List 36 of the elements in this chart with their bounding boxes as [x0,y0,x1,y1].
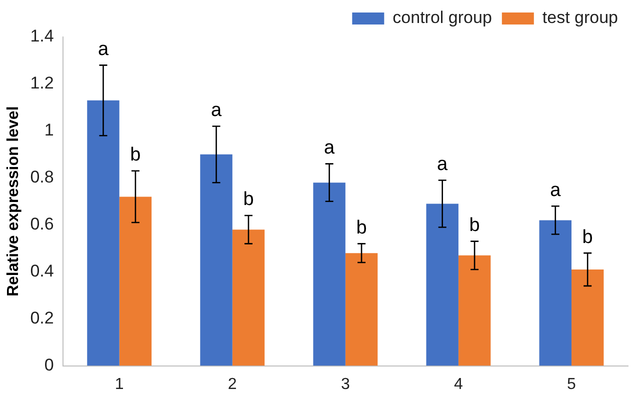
y-tick-label: 0.4 [30,262,54,281]
x-tick-label: 4 [454,376,463,393]
y-tick-label: 0.6 [30,214,54,234]
y-axis-title: Relative expression level [5,106,22,297]
annotation: b [356,217,367,238]
x-tick-label: 2 [228,376,237,393]
legend-label: control group [392,8,492,28]
bar [571,270,604,366]
bar [313,182,346,366]
x-tick-label: 1 [114,376,124,393]
x-tick-label: 3 [340,376,350,393]
y-tick-label: 1.4 [30,26,54,46]
y-tick-label: 1.2 [30,74,54,93]
annotation: a [98,38,109,60]
annotation: a [324,138,336,159]
annotation: a [437,154,448,175]
bar [119,196,152,366]
annotation: b [130,144,141,166]
y-tick-label: 0 [44,355,54,374]
y-tick-label: 0.2 [30,308,54,328]
annotation: b [582,226,593,248]
annotation: a [550,180,562,201]
bar [426,204,458,366]
y-tick-label: 1 [44,120,54,140]
annotation: b [469,215,480,236]
annotation: a [210,100,222,121]
bar [87,100,120,366]
bar [232,230,265,366]
x-tick-label: 5 [567,376,576,393]
bar [200,154,232,366]
annotation: b [243,189,254,210]
bar [458,255,491,366]
y-tick-label: 0.8 [30,168,54,187]
legend-label: test group [542,8,618,28]
bar [539,220,572,366]
bar [345,253,378,366]
